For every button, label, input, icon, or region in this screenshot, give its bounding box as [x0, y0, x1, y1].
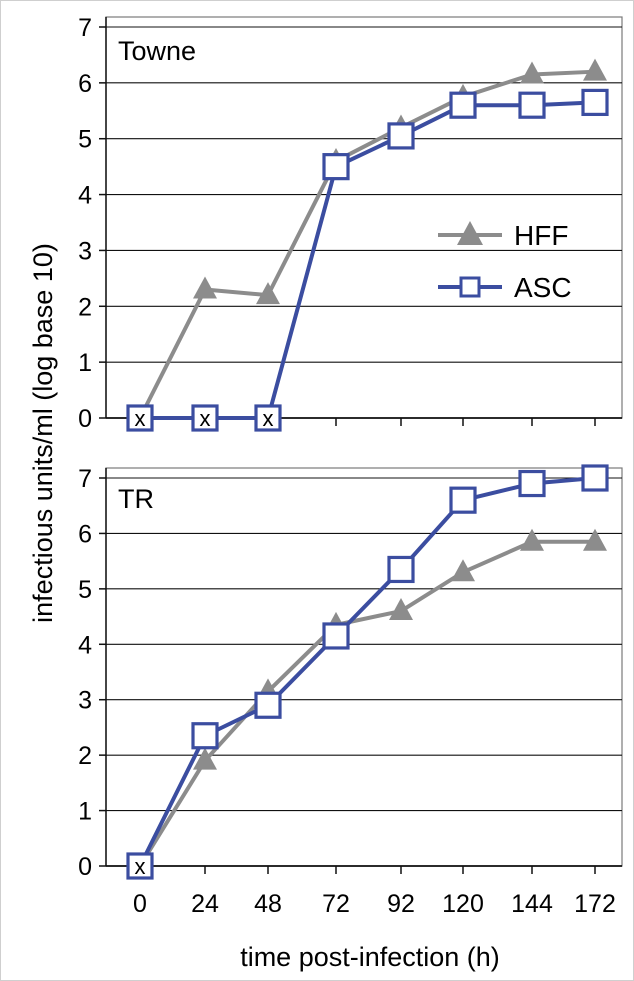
y-tick-label: 0	[78, 853, 92, 881]
data-point-hff	[520, 61, 544, 84]
data-point-asc	[126, 404, 154, 432]
data-point-asc	[191, 404, 219, 432]
panel-label-towne: Towne	[118, 36, 196, 66]
data-point-hff	[583, 528, 607, 551]
y-tick-label: 2	[78, 293, 92, 321]
panel-tr: 0 1 2 3 4 5 6 7 0 24 48 72 92 120 144 172 x TR	[78, 464, 623, 918]
y-tick-label: 7	[78, 465, 92, 493]
data-point-asc	[581, 464, 609, 492]
y-axis-title: infectious units/ml (log base 10)	[28, 243, 58, 623]
y-tick-label: 1	[78, 798, 92, 826]
data-point-asc	[322, 153, 350, 181]
y-tick-label: 2	[78, 742, 92, 770]
y-tick-label: 7	[78, 14, 92, 42]
y-tick-label: 3	[78, 687, 92, 715]
legend-marker-asc	[459, 276, 481, 298]
y-tick-label: 6	[78, 70, 92, 98]
plot-area-towne	[105, 16, 623, 419]
data-point-asc	[518, 91, 546, 119]
data-point-hff	[583, 58, 607, 81]
x-tick-label: 0	[133, 890, 147, 918]
y-tick-label: 4	[78, 631, 92, 659]
x-tick-label: 48	[254, 890, 282, 918]
below-detection-mark: x	[263, 406, 274, 431]
y-tick-label: 4	[78, 182, 92, 210]
y-tick-label: 5	[78, 126, 92, 154]
data-point-asc	[581, 88, 609, 117]
data-point-asc	[322, 622, 350, 650]
series-tr: x	[126, 464, 609, 880]
legend-marker-hff	[457, 221, 483, 245]
data-point-hff	[389, 598, 413, 621]
data-point-asc	[126, 852, 154, 880]
data-point-asc	[449, 91, 477, 119]
data-point-hff	[451, 559, 475, 582]
plot-area-tr	[105, 467, 623, 867]
data-point-hff	[256, 282, 280, 305]
grid-tr	[105, 468, 622, 867]
data-point-asc	[254, 404, 282, 432]
data-point-asc	[518, 469, 546, 498]
y-ticks-tr: 0 1 2 3 4 5 6 7	[78, 465, 106, 881]
data-point-asc	[191, 722, 219, 750]
y-tick-label: 1	[78, 349, 92, 377]
data-point-asc	[254, 691, 282, 719]
y-tick-label: 3	[78, 237, 92, 265]
data-point-asc	[387, 555, 415, 584]
data-point-hff	[520, 528, 544, 551]
y-tick-label: 5	[78, 576, 92, 604]
y-tick-label: 0	[78, 405, 92, 433]
x-tick-label: 72	[322, 890, 350, 918]
y-tick-label: 6	[78, 520, 92, 548]
data-point-hff	[193, 747, 217, 770]
x-axis-title: time post-infection (h)	[240, 942, 500, 972]
legend-label-asc: ASC	[514, 272, 572, 303]
series-line-hff	[138, 69, 596, 419]
x-tick-label: 92	[387, 890, 415, 918]
y-ticks-towne: 0 1 2 3 4 5 6 7	[78, 14, 106, 433]
x-ticks-tr: 0 24 48 72 92 120 144 172	[133, 866, 616, 918]
below-detection-mark: x	[135, 854, 146, 879]
panel-label-tr: TR	[118, 484, 154, 514]
panel-towne: 0 1 2 3 4 5 6 7 x x x Towne HFF ASC	[78, 14, 623, 433]
x-tick-label: 24	[191, 890, 219, 918]
below-detection-mark: x	[135, 406, 146, 431]
legend: HFF ASC	[438, 220, 572, 303]
data-point-asc	[387, 122, 415, 150]
legend-label-hff: HFF	[514, 220, 568, 251]
x-tick-label: 120	[442, 890, 484, 918]
data-point-hff	[193, 276, 217, 299]
x-tick-label: 144	[511, 890, 553, 918]
x-tick-label: 172	[574, 890, 616, 918]
below-detection-mark: x	[200, 406, 211, 431]
data-point-asc	[449, 486, 477, 514]
